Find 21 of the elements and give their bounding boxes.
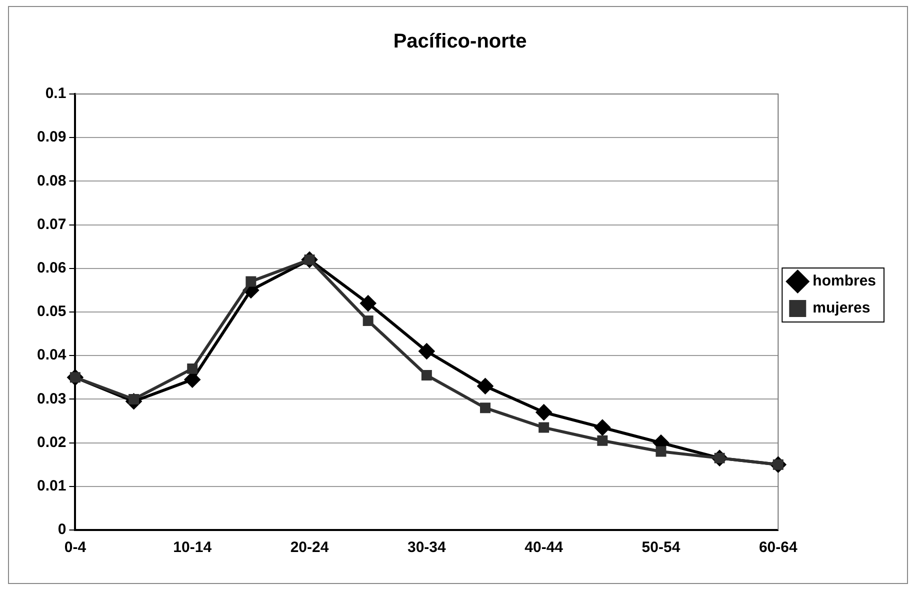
y-tick-label: 0.08	[36, 172, 66, 190]
y-tick-label: 0.1	[45, 85, 66, 102]
x-tick-label: 50-54	[642, 539, 681, 556]
x-tick-label: 10-14	[173, 539, 212, 556]
y-tick-label: 0.09	[36, 128, 66, 146]
y-tick-label: 0.03	[36, 390, 66, 408]
x-tick-label: 0-4	[64, 539, 87, 556]
chart-title: Pacífico-norte	[393, 30, 527, 53]
y-tick-label: 0.07	[36, 216, 66, 233]
y-tick-label: 0	[58, 521, 66, 538]
x-tick-label: 20-24	[290, 539, 330, 556]
y-tick-label: 0.06	[36, 260, 66, 277]
y-tick-label: 0.05	[36, 303, 66, 320]
legend-label: hombres	[812, 272, 876, 290]
x-tick-label: 60-64	[758, 539, 798, 556]
legend-label: mujeres	[812, 300, 870, 317]
y-tick-label: 0.04	[36, 346, 67, 364]
x-tick-label: 40-44	[524, 539, 564, 556]
y-tick-label: 0.01	[36, 478, 66, 495]
x-tick-label: 30-34	[407, 539, 447, 556]
y-tick-label: 0.02	[36, 434, 66, 451]
